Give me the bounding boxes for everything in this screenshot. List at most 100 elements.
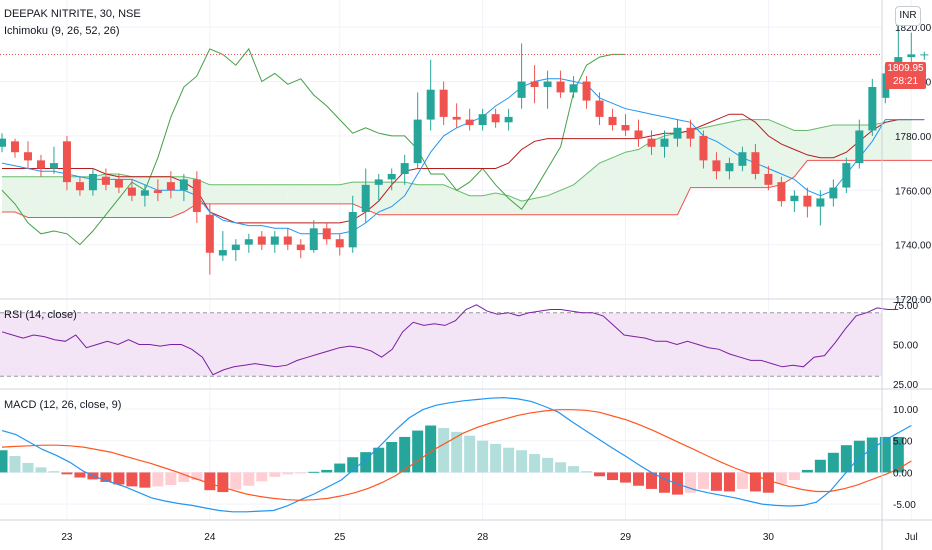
macd-histogram-bar — [646, 472, 657, 489]
cloud-segment — [326, 184, 340, 204]
candle-body — [595, 100, 604, 117]
macd-histogram-bar — [321, 469, 333, 473]
macd-histogram-bar — [152, 472, 164, 487]
candle-body — [452, 116, 461, 120]
candle-body — [751, 152, 760, 174]
macd-histogram-bar — [308, 471, 320, 473]
macd-histogram-bar — [749, 472, 761, 492]
candle-body — [205, 214, 214, 253]
macd-histogram-bar — [607, 472, 619, 481]
time-tick-label: Jul — [905, 532, 918, 543]
candle-body — [725, 163, 734, 172]
cloud-segment — [638, 141, 652, 215]
cloud-segment — [27, 176, 41, 218]
candle-body — [569, 84, 578, 93]
price-tick-label: 1780.00 — [895, 132, 932, 143]
candle-body — [647, 138, 656, 147]
cloud-segment — [300, 184, 314, 204]
macd-histogram-bar — [74, 472, 86, 478]
candle-body — [829, 187, 838, 199]
cloud-segment — [40, 176, 54, 218]
candle-body — [231, 244, 240, 251]
candle-body — [699, 135, 708, 161]
cloud-segment — [807, 127, 821, 161]
macd-histogram-bar — [347, 457, 359, 473]
candle-body — [374, 179, 383, 185]
macd-histogram-bar — [191, 472, 203, 481]
cloud-segment — [222, 184, 236, 204]
macd-histogram-bar — [373, 447, 385, 473]
macd-tick-label: 10.00 — [893, 405, 918, 416]
candle-body — [790, 195, 799, 202]
macd-histogram-bar — [35, 467, 47, 473]
currency-button[interactable]: INR — [895, 6, 921, 26]
candle-body — [296, 244, 305, 251]
candle-body — [426, 89, 435, 120]
cloud-segment — [443, 184, 457, 215]
macd-histogram-bar — [658, 472, 670, 493]
price-tick-label: 1760.00 — [895, 186, 932, 197]
cloud-segment — [781, 125, 795, 185]
cloud-segment — [885, 119, 899, 161]
macd-histogram-bar — [620, 472, 632, 483]
macd-histogram-bar — [204, 472, 216, 491]
cloud-segment — [547, 190, 561, 215]
macd-histogram-bar — [801, 469, 813, 473]
macd-histogram-bar — [529, 454, 541, 473]
candle-body — [738, 152, 747, 166]
candle-body — [504, 116, 513, 123]
cloud-segment — [131, 176, 145, 218]
macd-histogram-bar — [568, 466, 580, 473]
cloud-segment — [53, 176, 67, 218]
candle-body — [803, 195, 812, 207]
macd-histogram-bar — [386, 442, 398, 473]
macd-histogram-bar — [892, 436, 904, 473]
candle-body — [621, 125, 630, 131]
rsi-line — [1, 304, 899, 376]
macd-histogram-bar — [139, 472, 151, 488]
macd-histogram-bar — [633, 472, 645, 486]
candle-body — [816, 198, 825, 207]
macd-histogram-bar — [555, 462, 567, 473]
cloud-segment — [495, 192, 509, 215]
macd-tick-label: 5.00 — [893, 437, 913, 448]
last-price-tag: 1809.95 28:21 — [885, 62, 926, 89]
candle-body — [686, 127, 695, 139]
macd-histogram-bar — [165, 472, 177, 486]
cloud-segment — [768, 119, 782, 188]
macd-histogram-bar — [594, 472, 606, 477]
macd-histogram-bar — [866, 437, 878, 473]
candle-body — [400, 163, 409, 174]
cloud-segment — [521, 198, 535, 215]
cloud-segment — [898, 119, 912, 161]
candle-body — [127, 187, 136, 196]
bar-countdown: 28:21 — [892, 76, 919, 87]
price-tick-label: 1720.00 — [895, 295, 932, 306]
macd-histogram-bar — [464, 435, 476, 473]
candle-body — [543, 81, 552, 87]
macd-histogram-bar — [22, 462, 34, 473]
chikou-span-line — [1, 47, 626, 246]
time-tick-label: 30 — [763, 532, 775, 543]
cloud-segment — [456, 190, 470, 215]
time-tick-label: 25 — [334, 532, 346, 543]
cloud-segment — [378, 182, 392, 215]
rsi-tick-label: 50.00 — [893, 341, 918, 352]
macd-histogram-bar — [762, 472, 774, 493]
macd-histogram-bar — [126, 472, 138, 487]
macd-histogram-bar — [853, 440, 865, 473]
candle-body — [868, 86, 877, 131]
candle-body — [49, 163, 58, 169]
cloud-segment — [417, 184, 431, 215]
cloud-segment — [560, 184, 574, 215]
cloud-segment — [586, 163, 600, 215]
candle-body — [179, 179, 188, 191]
candle-body — [608, 116, 617, 126]
time-tick-label: 23 — [61, 532, 73, 543]
last-price-value: 1809.95 — [887, 63, 924, 74]
candle-body — [634, 130, 643, 139]
price-tick-label: 1820.00 — [895, 23, 932, 34]
macd-histogram-bar — [542, 457, 554, 473]
candle-body — [335, 239, 344, 248]
